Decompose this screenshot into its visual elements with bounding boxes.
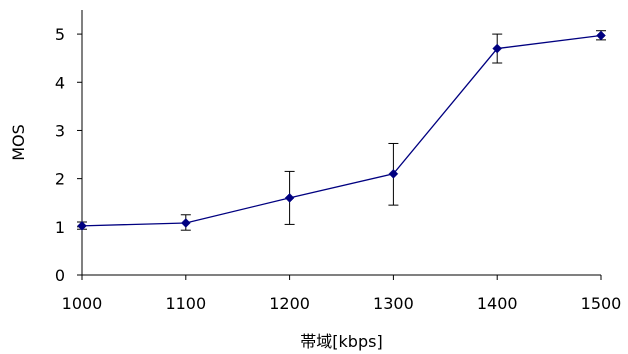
data-point [180,218,191,228]
error-bars [77,30,606,231]
y-tick-label: 3 [55,121,65,140]
x-tick-label: 1300 [373,294,414,313]
series [77,30,606,231]
x-axis-label: 帯域[kbps] [300,332,382,351]
x-tick-label: 1400 [477,294,518,313]
x-tick-label: 1200 [269,294,310,313]
x-tick-label: 1500 [581,294,622,313]
y-tick-label: 5 [55,25,65,44]
series-line [81,34,602,227]
x-tick-label: 1100 [165,294,206,313]
data-point [492,43,503,54]
data-point [77,221,87,231]
axes [77,10,602,280]
data-point [596,30,606,41]
y-tick-label: 2 [55,170,65,189]
tick-labels: 0 1 2 3 4 5 1000 1100 1200 1300 1400 1500 [55,25,622,313]
y-tick-label: 4 [55,73,65,92]
data-point [388,168,399,179]
y-tick-label: 1 [55,218,65,237]
x-tick-label: 1000 [62,294,103,313]
y-tick-label: 0 [55,266,65,285]
data-point [284,193,295,203]
y-axis-label: MOS [9,124,28,161]
